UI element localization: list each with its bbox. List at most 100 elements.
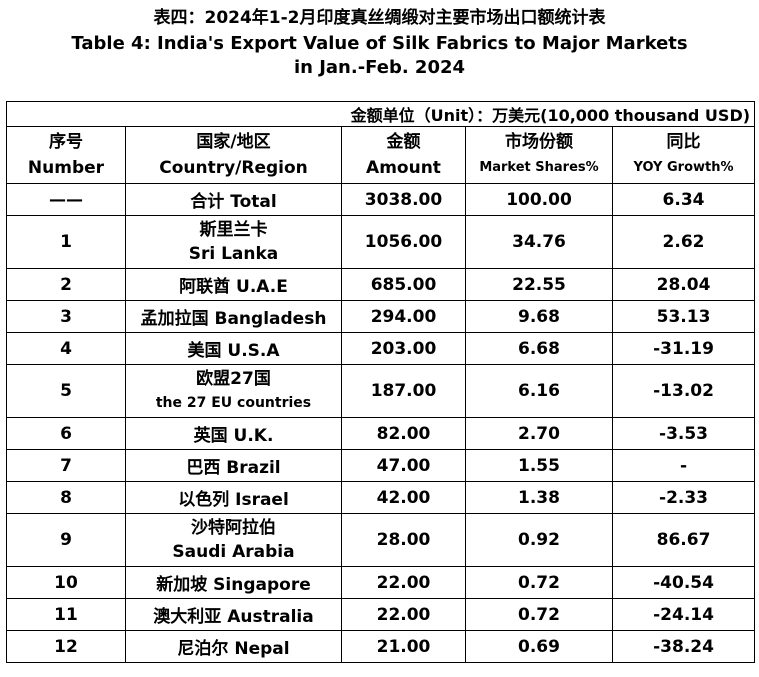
row-amount: 203.00 [341,332,466,365]
row-share: 1.55 [465,449,613,482]
row-amount: 294.00 [341,300,466,333]
row-region: 澳大利亚 Australia [125,598,342,631]
row-amount: 28.00 [341,513,466,567]
row-number: 5 [6,364,126,418]
unit-label: 金额单位（Unit）：万美元(10,000 thousand USD) [5,101,756,127]
row-number: 1 [6,215,126,269]
row-number: 11 [6,598,126,631]
row-share: 2.70 [465,417,613,450]
row-share: 0.72 [465,566,613,599]
row-share: 34.76 [465,215,613,269]
table-row: 7 巴西 Brazil 47.00 1.55 - [6,449,756,482]
row-region: 以色列 Israel [125,481,342,514]
total-row: —— 合计 Total 3038.00 100.00 6.34 [6,183,756,216]
row-region: 美国 U.S.A [125,332,342,365]
row-region: 孟加拉国 Bangladesh [125,300,342,333]
table-row: 8 以色列 Israel 42.00 1.38 -2.33 [6,481,756,514]
header-number-cn: 序号 [49,132,83,152]
row-number: 7 [6,449,126,482]
total-region: 合计 Total [125,183,342,216]
row-share: 0.92 [465,513,613,567]
total-amount: 3038.00 [341,183,466,216]
row-share: 1.38 [465,481,613,514]
row-amount: 1056.00 [341,215,466,269]
row-number: 8 [6,481,126,514]
header-region: 国家/地区 Country/Region [125,126,342,184]
row-amount: 685.00 [341,268,466,301]
header-number-en: Number [27,158,105,178]
row-yoy: -31.19 [611,332,756,365]
table-row: 3 孟加拉国 Bangladesh 294.00 9.68 53.13 [6,300,756,333]
row-yoy: 2.62 [611,215,756,269]
header-amount: 金额 Amount [341,126,466,184]
row-region-en: Saudi Arabia [172,542,295,562]
row-yoy: -24.14 [611,598,756,631]
row-yoy: -13.02 [611,364,756,418]
row-yoy: -3.53 [611,417,756,450]
title-chinese: 表四：2024年1-2月印度真丝绸缎对主要市场出口额统计表 [153,8,606,28]
header-region-en: Country/Region [159,158,308,178]
row-yoy: -38.24 [611,630,756,663]
header-region-cn: 国家/地区 [196,132,271,152]
row-number: 3 [6,300,126,333]
header-number: 序号 Number [6,126,126,184]
row-region-cn: 斯里兰卡 [199,220,268,240]
table-row: 10 新加坡 Singapore 22.00 0.72 -40.54 [6,566,756,599]
header-yoy-en: YOY Growth% [633,160,734,175]
row-region: 英国 U.K. [125,417,342,450]
table-title: 表四：2024年1-2月印度真丝绸缎对主要市场出口额统计表 Table 4: I… [0,0,759,80]
table-row: 9 沙特阿拉伯 Saudi Arabia 28.00 0.92 86.67 [6,513,756,567]
row-number: 6 [6,417,126,450]
header-amount-cn: 金额 [386,132,421,152]
title-english-line2: in Jan.-Feb. 2024 [293,57,466,78]
total-yoy: 6.34 [611,183,756,216]
row-region: 巴西 Brazil [125,449,342,482]
row-region-cn: 欧盟27国 [196,369,271,389]
table-row: 1 斯里兰卡 Sri Lanka 1056.00 34.76 2.62 [6,215,756,269]
row-amount: 187.00 [341,364,466,418]
total-share: 100.00 [465,183,613,216]
row-amount: 22.00 [341,598,466,631]
table-row: 4 美国 U.S.A 203.00 6.68 -31.19 [6,332,756,365]
header-share: 市场份额 Market Shares% [465,126,613,184]
row-number: 10 [6,566,126,599]
row-share: 6.16 [465,364,613,418]
row-yoy: -40.54 [611,566,756,599]
row-number: 9 [6,513,126,567]
row-yoy: -2.33 [611,481,756,514]
unit-row: 金额单位（Unit）：万美元(10,000 thousand USD) [5,101,756,127]
header-yoy-cn: 同比 [666,132,701,152]
row-yoy: 28.04 [611,268,756,301]
total-number: —— [6,183,126,216]
table-row: 6 英国 U.K. 82.00 2.70 -3.53 [6,417,756,450]
row-region: 尼泊尔 Nepal [125,630,342,663]
row-region: 欧盟27国 the 27 EU countries [125,364,342,418]
row-share: 6.68 [465,332,613,365]
header-row: 序号 Number 国家/地区 Country/Region 金额 Amount… [6,126,756,184]
row-share: 0.72 [465,598,613,631]
table-row: 12 尼泊尔 Nepal 21.00 0.69 -38.24 [6,630,756,663]
row-amount: 47.00 [341,449,466,482]
row-yoy: 86.67 [611,513,756,567]
table-row: 5 欧盟27国 the 27 EU countries 187.00 6.16 … [6,364,756,418]
row-region: 斯里兰卡 Sri Lanka [125,215,342,269]
header-share-cn: 市场份额 [505,132,573,152]
header-amount-en: Amount [366,158,441,178]
row-region: 新加坡 Singapore [125,566,342,599]
row-amount: 21.00 [341,630,466,663]
row-region-en: the 27 EU countries [155,395,312,411]
table-row: 2 阿联酋 U.A.E 685.00 22.55 28.04 [6,268,756,301]
table-row: 11 澳大利亚 Australia 22.00 0.72 -24.14 [6,598,756,631]
row-region: 阿联酋 U.A.E [125,268,342,301]
row-share: 22.55 [465,268,613,301]
row-yoy: 53.13 [611,300,756,333]
row-region: 沙特阿拉伯 Saudi Arabia [125,513,342,567]
row-number: 12 [6,630,126,663]
row-amount: 22.00 [341,566,466,599]
header-share-en: Market Shares% [479,160,599,175]
row-share: 9.68 [465,300,613,333]
export-table: 金额单位（Unit）：万美元(10,000 thousand USD) 序号 N… [5,101,756,663]
row-number: 4 [6,332,126,365]
header-yoy: 同比 YOY Growth% [611,126,756,184]
row-region-cn: 沙特阿拉伯 [191,518,276,538]
